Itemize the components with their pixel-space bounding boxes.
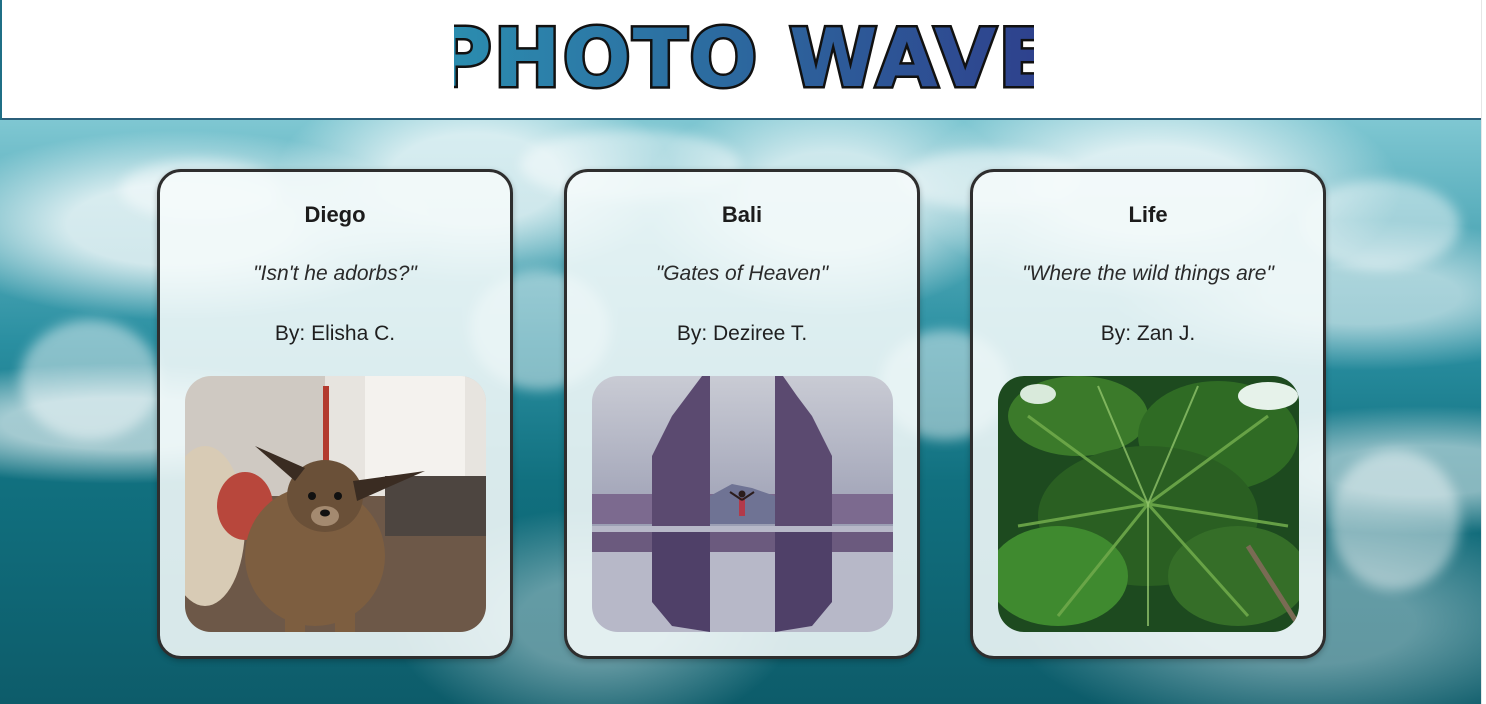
- photo-card-bali[interactable]: Bali "Gates of Heaven" By: Deziree T.: [564, 169, 920, 659]
- photo-card-life[interactable]: Life "Where the wild things are" By: Zan…: [970, 169, 1326, 659]
- card-author: By: Deziree T.: [676, 322, 808, 345]
- temple-gate-photo[interactable]: [592, 376, 893, 632]
- card-quote: "Gates of Heaven": [655, 262, 829, 285]
- card-author: By: Zan J.: [1100, 322, 1196, 345]
- card-quote: "Isn't he adorbs?": [253, 262, 417, 285]
- photo-cards: Diego "Isn't he adorbs?" By: Elisha C.: [157, 169, 1327, 659]
- site-header: PHOTO WAVE: [0, 0, 1482, 120]
- card-title: Life: [1128, 202, 1168, 227]
- card-title: Bali: [721, 202, 763, 227]
- card-quote: "Where the wild things are": [1022, 262, 1274, 285]
- photo-card-diego[interactable]: Diego "Isn't he adorbs?" By: Elisha C.: [157, 169, 513, 659]
- right-gutter: [1481, 0, 1486, 704]
- card-author: By: Elisha C.: [274, 322, 396, 345]
- palm-trees-photo[interactable]: [998, 376, 1299, 632]
- card-title: Diego: [304, 202, 366, 227]
- logo-text: PHOTO WAVE: [454, 12, 1034, 98]
- left-rule: [0, 0, 2, 120]
- photo-wave-logo[interactable]: PHOTO WAVE: [454, 12, 1034, 98]
- dog-photo[interactable]: [185, 376, 486, 632]
